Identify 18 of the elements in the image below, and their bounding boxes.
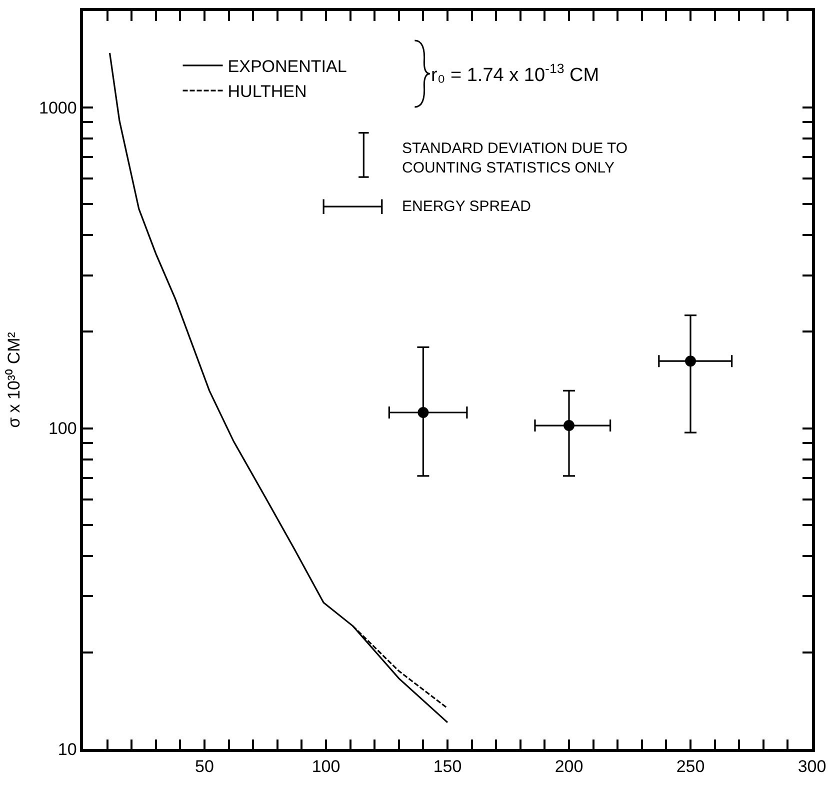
y-tick-label: 1000: [39, 98, 77, 118]
legend-label: HULTHEN: [228, 82, 307, 102]
y-tick-label: 10: [58, 740, 77, 759]
annotation: STANDARD DEVIATION DUE TO COUNTING STATISTICS ONLY: [402, 140, 628, 176]
x-tick-label: 50: [195, 757, 214, 776]
point: [685, 356, 696, 367]
x-tick-label: 200: [554, 757, 584, 776]
legend-label: EXPONENTIAL: [228, 57, 347, 76]
x-tick-label: 250: [676, 757, 705, 776]
point: [564, 420, 574, 432]
annotation: ENERGY SPREAD: [402, 198, 532, 215]
x-tick-label: 300: [798, 757, 826, 776]
annotation: r₀ = 1.74 x 10$^{-13}$ CM: [431, 61, 600, 86]
y-tick-label: 100: [48, 419, 77, 438]
point: [418, 406, 429, 418]
x-tick-label: 150: [433, 757, 462, 776]
x-tick-label: 100: [312, 757, 340, 776]
y-axis-title: σ x 10³⁰ CM²: [4, 332, 24, 428]
